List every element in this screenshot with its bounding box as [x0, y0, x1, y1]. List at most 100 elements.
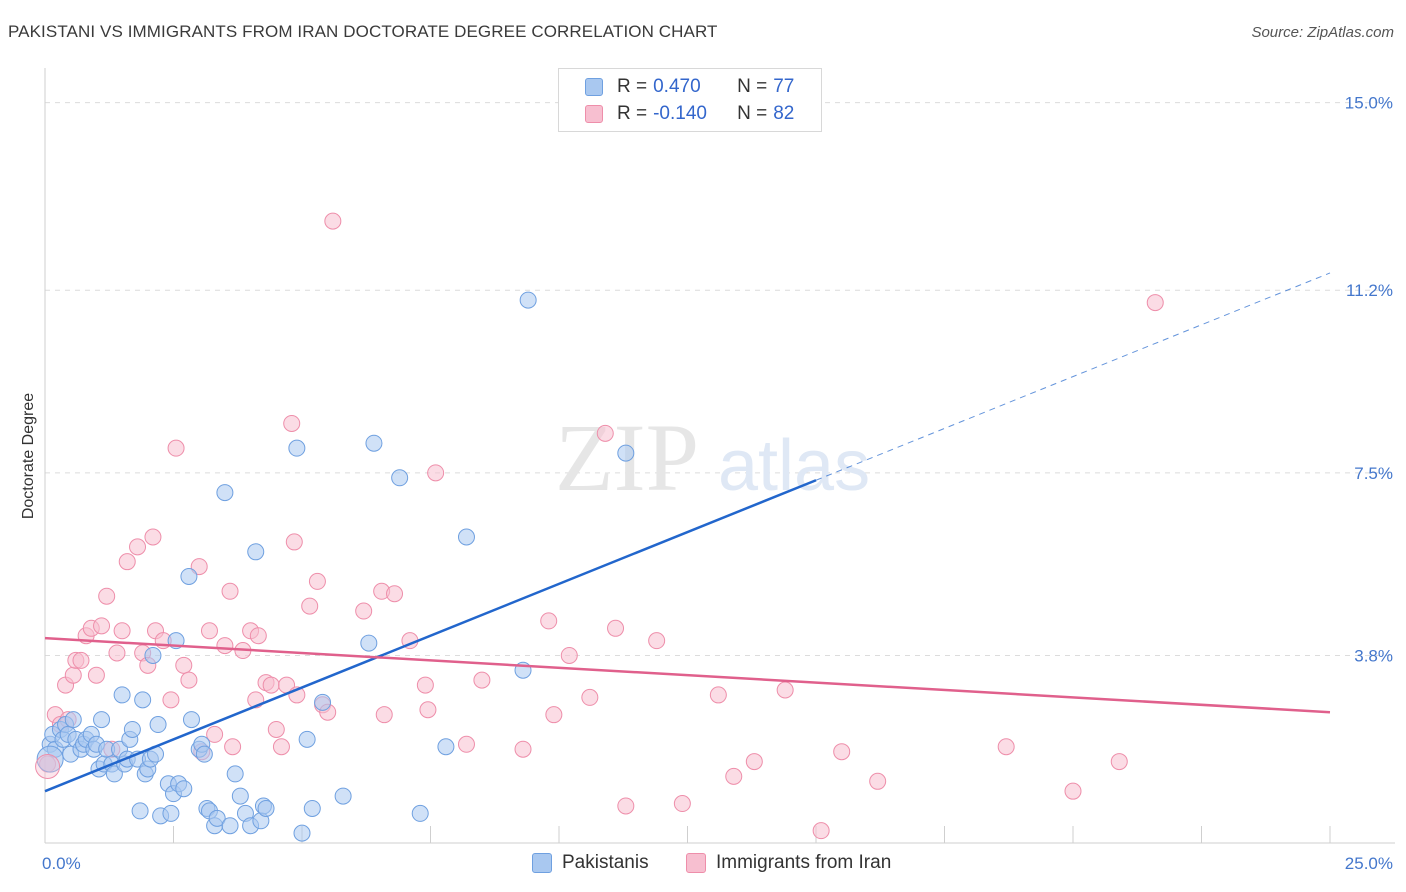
trend-line-pakistanis — [44, 479, 817, 793]
point-iran — [514, 740, 532, 758]
point-pakistanis — [437, 738, 455, 756]
point-iran — [648, 632, 666, 650]
legend-r-label: R = — [617, 76, 648, 97]
point-iran — [560, 646, 578, 664]
point-pakistanis — [303, 799, 321, 817]
series-label-iran: Immigrants from Iran — [716, 852, 892, 873]
series-label-pakistanis: Pakistanis — [562, 852, 649, 873]
trend-line-pakistanis-extension — [815, 272, 1331, 481]
point-pakistanis — [257, 799, 275, 817]
axes — [44, 68, 1395, 844]
trend-lines — [44, 272, 1331, 793]
point-pakistanis — [391, 469, 409, 487]
point-iran — [301, 597, 319, 615]
point-pakistanis — [113, 686, 131, 704]
point-iran — [545, 706, 563, 724]
point-iran — [175, 656, 193, 674]
y-tick-label: 3.8% — [1354, 646, 1393, 665]
point-iran — [709, 686, 727, 704]
point-pakistanis — [64, 711, 82, 729]
series-legend-iran[interactable]: Immigrants from Iran — [686, 852, 891, 874]
point-iran — [607, 619, 625, 637]
point-iran — [457, 735, 475, 753]
y-tick-label: 15.0% — [1345, 94, 1393, 113]
point-iran — [206, 725, 224, 743]
source-label: Source: ZipAtlas.com — [1251, 24, 1394, 41]
point-iran — [64, 666, 82, 684]
watermark: ZIP atlas — [555, 404, 870, 511]
legend-n-label: N = — [737, 76, 768, 97]
point-iran — [427, 464, 445, 482]
point-iran — [190, 558, 208, 576]
point-pakistanis — [360, 634, 378, 652]
x-tick-label: 25.0% — [1345, 854, 1393, 873]
legend-row-iran: R = -0.140 N = 82 — [585, 102, 794, 126]
point-pakistanis — [149, 716, 167, 734]
point-pakistanis — [247, 543, 265, 561]
point-iran — [118, 553, 136, 571]
legend-n-value: 77 — [773, 76, 795, 97]
point-iran — [98, 587, 116, 605]
series-legend: Pakistanis Immigrants from Iran — [0, 852, 1406, 878]
y-tick-label: 7.5% — [1354, 464, 1393, 483]
series-legend-pakistanis[interactable]: Pakistanis — [532, 852, 649, 874]
point-pakistanis — [457, 528, 475, 546]
point-iran — [87, 666, 105, 684]
point-iran — [375, 706, 393, 724]
point-pakistanis — [314, 693, 332, 711]
legend-r-label: R = — [617, 103, 648, 124]
point-iran — [162, 691, 180, 709]
point-iran — [324, 212, 342, 230]
point-pakistanis — [617, 444, 635, 462]
point-iran — [833, 743, 851, 761]
legend-r-value: 0.470 — [653, 76, 701, 97]
point-iran — [283, 414, 301, 432]
point-pakistanis — [180, 567, 198, 585]
point-iran — [113, 622, 131, 640]
point-pakistanis — [208, 809, 226, 827]
watermark-atlas: atlas — [718, 426, 870, 506]
point-iran — [776, 681, 794, 699]
point-iran — [812, 822, 830, 840]
legend-swatch-pakistanis — [585, 78, 603, 96]
point-iran — [308, 572, 326, 590]
point-pakistanis — [105, 765, 123, 783]
legend-n-value: 82 — [773, 103, 795, 124]
point-iran — [129, 538, 147, 556]
point-iran — [93, 617, 111, 635]
point-pakistanis — [123, 720, 141, 738]
point-pakistanis — [334, 787, 352, 805]
point-pakistanis — [411, 804, 429, 822]
point-iran — [673, 795, 691, 813]
point-iran — [224, 738, 242, 756]
point-iran — [272, 738, 290, 756]
point-iran — [180, 671, 198, 689]
point-pakistanis — [231, 787, 249, 805]
series-swatch-pakistanis — [532, 853, 552, 873]
point-iran — [108, 644, 126, 662]
point-iran — [1110, 753, 1128, 771]
point-iran — [200, 622, 218, 640]
point-iran — [386, 585, 404, 603]
point-pakistanis — [293, 824, 311, 842]
point-iran — [596, 424, 614, 442]
point-pakistanis — [195, 745, 213, 763]
y-axis-label: Doctorate Degree — [20, 393, 37, 519]
point-iran — [35, 754, 61, 779]
point-pakistanis — [144, 646, 162, 664]
point-iran — [725, 767, 743, 785]
point-pakistanis — [519, 291, 537, 309]
point-pakistanis — [216, 484, 234, 502]
x-tick-label: 0.0% — [42, 854, 81, 873]
point-pakistanis — [134, 691, 152, 709]
point-pakistanis — [226, 765, 244, 783]
point-iran — [267, 720, 285, 738]
point-iran — [869, 772, 887, 790]
trend-line-iran — [44, 636, 1331, 714]
point-iran — [473, 671, 491, 689]
grid — [45, 102, 1395, 656]
data-points — [35, 212, 1164, 842]
point-pakistanis — [365, 434, 383, 452]
point-pakistanis — [36, 745, 64, 773]
point-iran — [581, 688, 599, 706]
